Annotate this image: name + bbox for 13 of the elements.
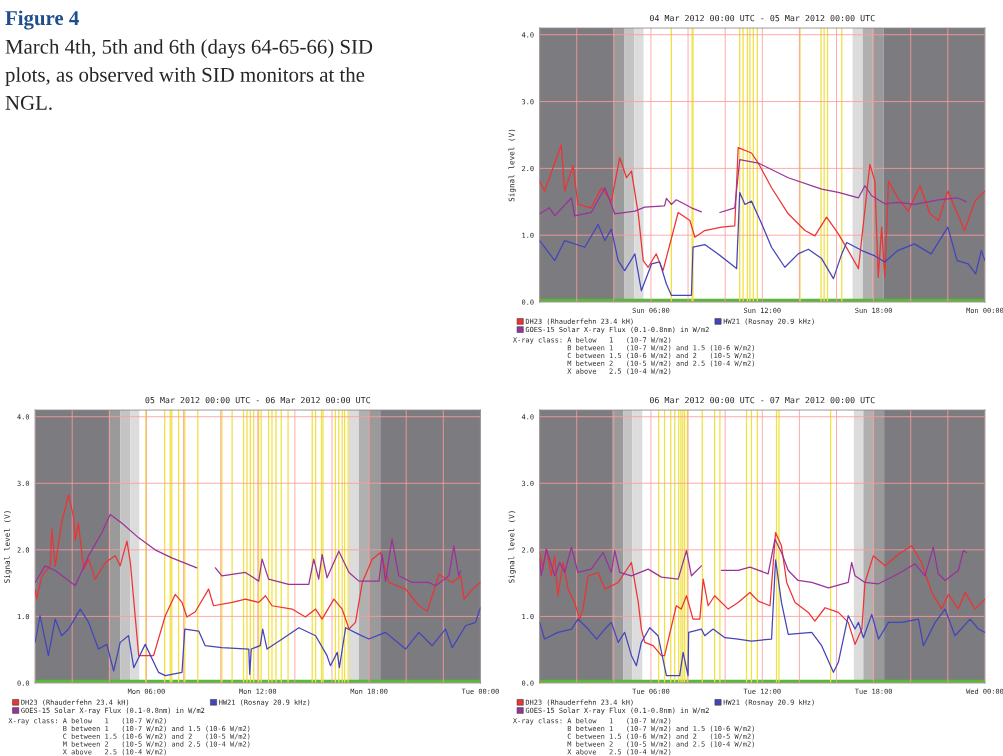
text: plots, as observed with SID monitors at the — [5, 67, 365, 87]
line-series — [539, 531, 985, 657]
line-series — [35, 493, 481, 657]
chart-title: 04 Mar 2012 00:00 UTC - 05 Mar 2012 00:00 UTC — [649, 14, 875, 22]
text: March 4th, 5th and 6th (days 64-65-66) SID — [5, 39, 373, 59]
line-series — [35, 607, 481, 677]
line-series — [539, 144, 985, 278]
line-series — [539, 559, 985, 677]
text: NGL. — [5, 95, 52, 110]
chart-title: 06 Mar 2012 00:00 UTC - 07 Mar 2012 00:00 UTC — [649, 396, 875, 404]
line-series — [539, 191, 985, 296]
text: Figure 4 — [5, 10, 79, 30]
chart-title: 05 Mar 2012 00:00 UTC - 06 Mar 2012 00:00 UTC — [145, 396, 371, 404]
